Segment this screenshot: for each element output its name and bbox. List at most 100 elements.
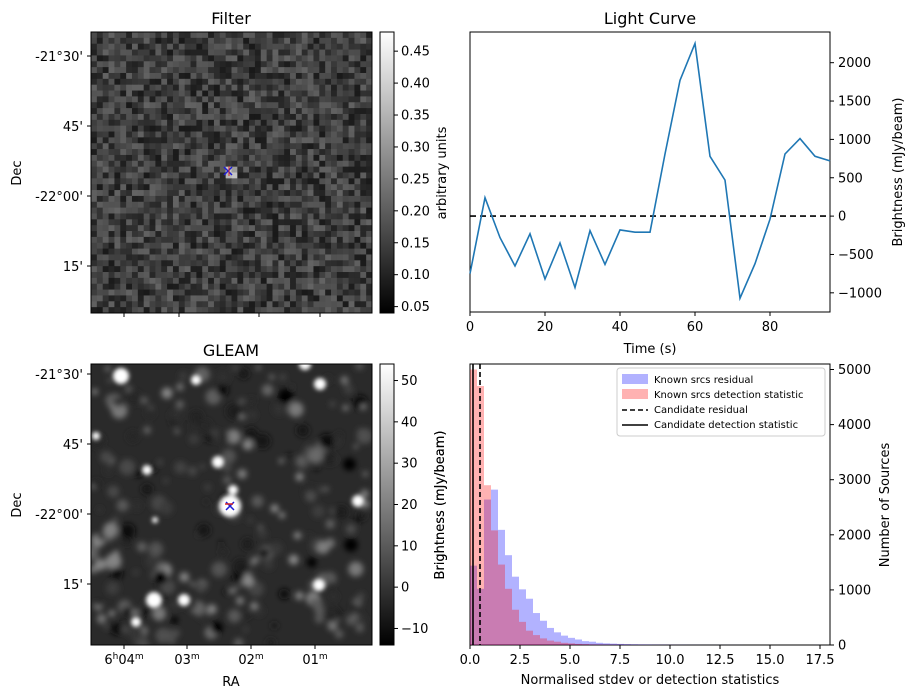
gleam-noise-blob <box>278 512 286 519</box>
filter-pixel <box>342 201 349 209</box>
filter-pixel <box>161 254 168 261</box>
filter-pixel <box>196 219 203 226</box>
filter-pixel <box>331 184 338 191</box>
filter-pixel <box>325 131 332 138</box>
filter-pixel <box>208 236 215 244</box>
filter-pixel <box>366 307 373 314</box>
filter-pixel <box>243 219 250 226</box>
filter-pixel <box>348 32 355 39</box>
filter-pixel <box>284 277 291 285</box>
filter-pixel <box>120 236 127 244</box>
filter-pixel <box>184 231 191 238</box>
filter-pixel <box>301 248 308 255</box>
filter-pixel <box>196 125 203 132</box>
filter-pixel <box>213 272 221 279</box>
filter-pixel <box>96 154 104 162</box>
filter-pixel <box>231 143 238 150</box>
gleam-noise-blob <box>243 627 248 632</box>
filter-pixel <box>319 277 326 285</box>
filter-pixel <box>272 172 279 179</box>
filter-pixel <box>131 37 139 45</box>
gleam-noise-blob <box>278 588 290 600</box>
filter-pixel <box>313 78 320 86</box>
filter-pixel <box>325 78 332 86</box>
filter-pixel <box>190 242 197 249</box>
filter-pixel <box>278 72 285 80</box>
filter-pixel <box>196 195 203 203</box>
filter-pixel <box>213 295 221 302</box>
filter-pixel <box>249 55 256 62</box>
histogram-ylabel-left: Brightness (mJy/beam) <box>433 431 448 580</box>
filter-ytick: -21°30' <box>35 50 83 65</box>
filter-pixel <box>108 143 115 150</box>
filter-pixel <box>120 37 127 45</box>
filter-pixel <box>161 96 168 103</box>
filter-pixel <box>354 90 361 97</box>
filter-pixel <box>231 49 238 56</box>
filter-pixel <box>325 125 332 132</box>
filter-pixel <box>155 260 162 267</box>
filter-pixel <box>313 108 320 115</box>
filter-pixel <box>190 207 197 214</box>
filter-pixel <box>143 108 150 115</box>
legend-swatch-detection <box>622 389 648 399</box>
filter-pixel <box>167 295 174 302</box>
filter-pixel <box>126 49 133 56</box>
filter-pixel <box>137 301 145 308</box>
filter-pixel <box>178 295 186 302</box>
filter-pixel <box>348 283 355 290</box>
filter-pixel <box>172 178 180 185</box>
gleam-noise-blob <box>143 426 151 434</box>
filter-pixel <box>149 219 156 226</box>
ra-hour-unit: h <box>113 652 119 662</box>
filter-pixel <box>202 84 209 91</box>
filter-pixel <box>266 213 273 220</box>
filter-pixel <box>254 166 262 173</box>
filter-pixel <box>91 96 98 103</box>
filter-pixel <box>202 125 209 132</box>
filter-pixel <box>301 166 308 173</box>
gleam-noise-blob <box>229 587 236 594</box>
filter-pixel <box>178 90 186 97</box>
filter-pixel <box>266 61 273 68</box>
filter-pixel <box>225 231 232 238</box>
filter-pixel <box>167 43 174 50</box>
filter-pixel <box>360 78 367 86</box>
filter-pixel <box>331 137 338 144</box>
filter-pixel <box>290 49 297 56</box>
filter-pixel <box>91 178 98 185</box>
filter-pixel <box>307 195 314 203</box>
histogram-frame <box>469 363 831 646</box>
filter-pixel <box>336 307 344 314</box>
filter-colorbar-tick: 0.10 <box>401 268 430 283</box>
filter-pixel <box>319 96 326 103</box>
filter-pixel <box>325 55 332 62</box>
filter-pixel <box>114 283 121 290</box>
filter-pixel <box>126 266 133 273</box>
filter-pixel <box>319 260 326 267</box>
filter-pixel <box>278 201 285 209</box>
filter-pixel <box>266 55 273 62</box>
filter-pixel <box>366 225 373 232</box>
filter-pixel <box>178 143 186 150</box>
gleam-noise-blob <box>288 401 304 418</box>
filter-pixel <box>290 219 297 226</box>
filter-pixel <box>342 72 349 80</box>
filter-pixel <box>290 184 297 191</box>
gleam-noise-blob <box>247 517 254 524</box>
filter-pixel <box>290 242 297 249</box>
filter-pixel <box>354 283 361 290</box>
filter-pixel <box>342 78 349 86</box>
filter-pixel <box>161 137 168 144</box>
filter-pixel <box>331 32 338 39</box>
filter-pixel <box>202 102 209 109</box>
filter-pixel <box>114 102 121 109</box>
filter-pixel <box>336 260 344 267</box>
filter-pixel <box>96 301 104 308</box>
filter-pixel <box>178 32 186 39</box>
filter-pixel <box>143 277 150 285</box>
filter-pixel <box>278 219 285 226</box>
filter-pixel <box>96 266 104 273</box>
filter-pixel <box>196 37 203 45</box>
filter-pixel <box>325 113 332 121</box>
